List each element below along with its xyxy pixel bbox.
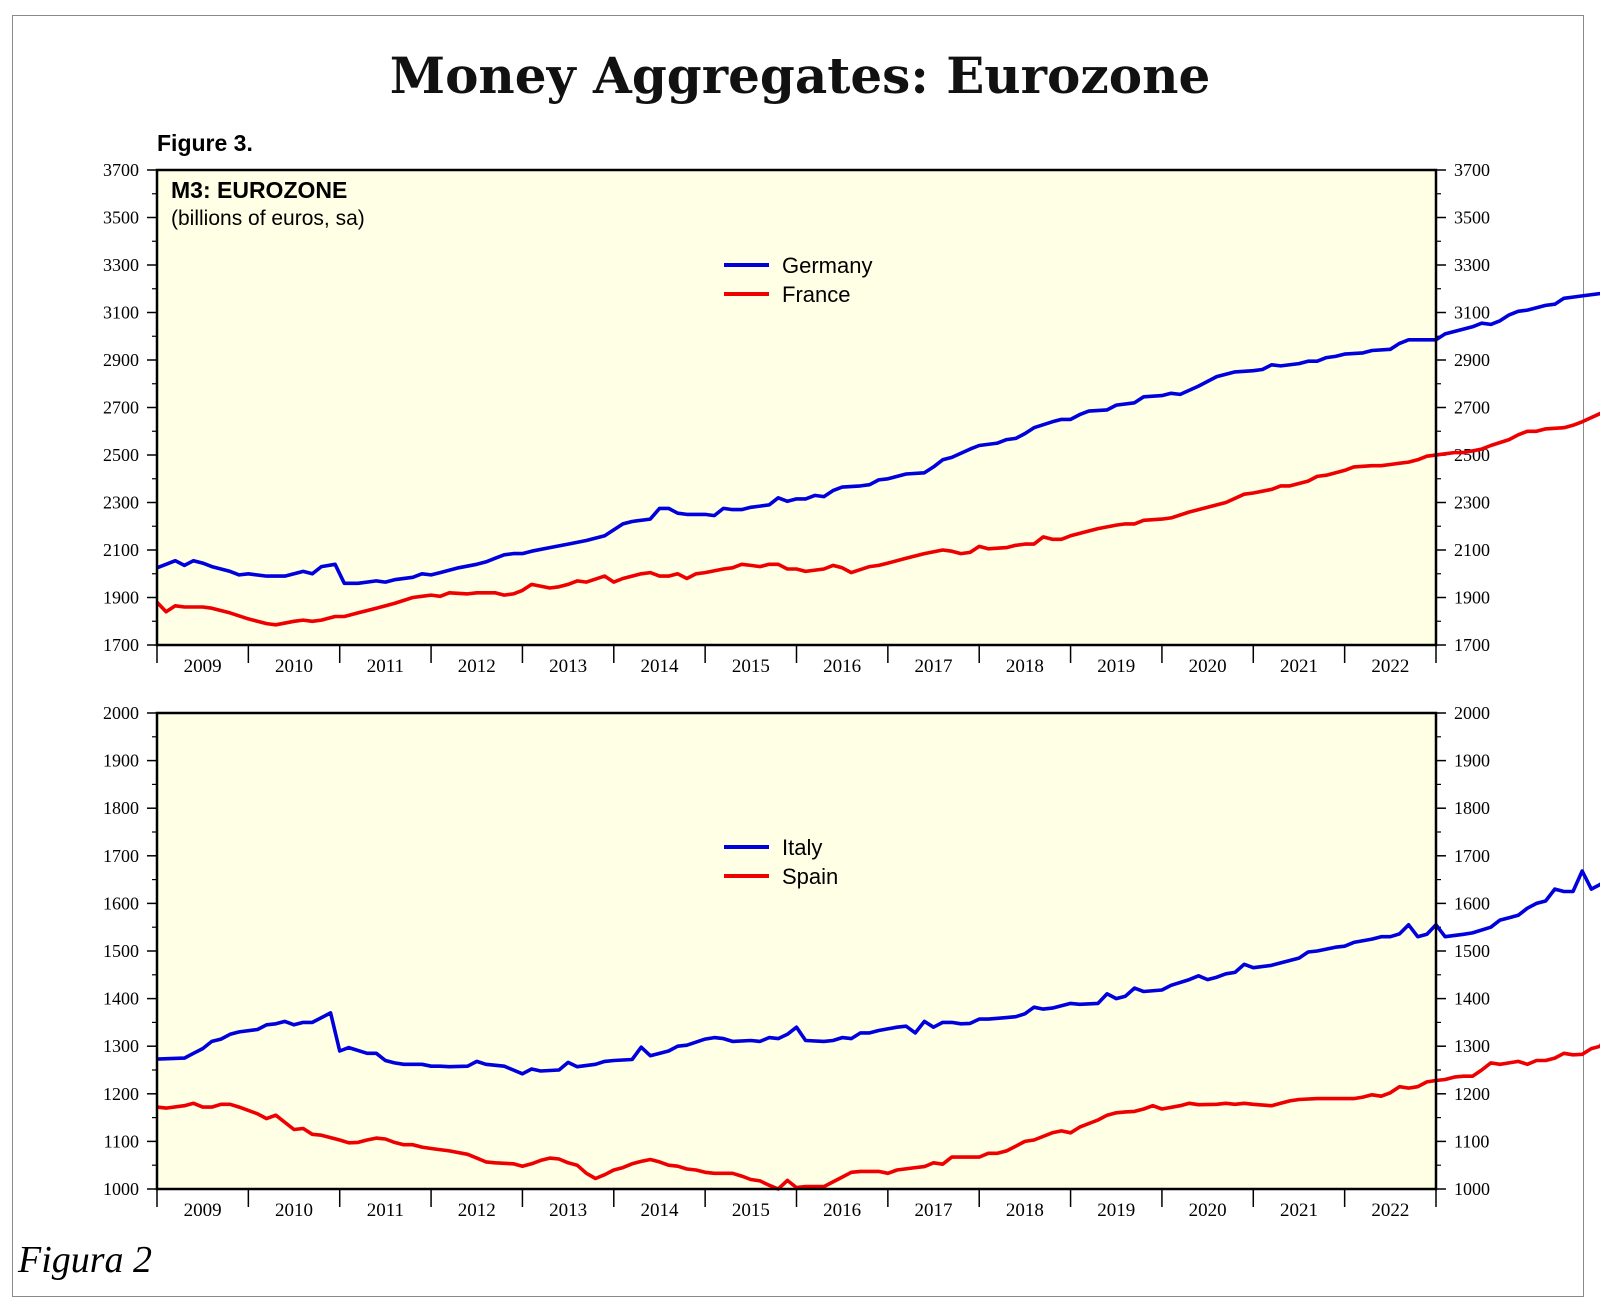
x-tick-label: 2021 [1280,1200,1318,1221]
y-tick-label-left: 1500 [103,941,139,961]
plot-border [155,168,1438,647]
y-tick-label-right: 1600 [1454,893,1490,913]
x-tick-label: 2012 [458,656,496,677]
y-tick-label-right: 2300 [1454,493,1490,513]
x-tick-label: 2016 [823,1200,861,1221]
y-tick-label-right: 1100 [1454,1131,1489,1151]
x-tick-label: 2019 [1097,656,1135,677]
x-tick-label: 2020 [1189,1200,1227,1221]
y-tick-label-left: 1100 [104,1131,139,1151]
x-tick-label: 2009 [184,1200,222,1221]
y-tick-label-right: 1700 [1454,846,1490,866]
y-tick-label-right: 2700 [1454,398,1490,418]
y-tick-label-right: 2100 [1454,540,1490,560]
y-tick-label-left: 3700 [103,160,139,180]
y-tick-label-left: 2700 [103,398,139,418]
y-tick-label-left: 3500 [103,208,139,228]
y-tick-label-right: 1800 [1454,798,1490,818]
y-tick-label-right: 3500 [1454,208,1490,228]
x-tick-label: 2014 [640,656,679,677]
y-tick-label-left: 1800 [103,798,139,818]
y-tick-label-left: 3100 [103,303,139,323]
x-tick-label: 2022 [1371,656,1409,677]
page-title: Money Aggregates: Eurozone [389,46,1211,105]
panel-title: M3: EUROZONE [171,177,347,203]
plot-area [157,170,1436,645]
y-tick-label-left: 3300 [103,255,139,275]
y-tick-label-left: 2100 [103,540,139,560]
x-tick-label: 2019 [1097,1200,1135,1221]
y-tick-label-right: 2000 [1454,703,1490,723]
y-tick-label-right: 1900 [1454,588,1490,608]
y-tick-label-left: 1000 [103,1179,139,1199]
x-tick-label: 2018 [1006,656,1044,677]
y-tick-label-right: 1500 [1454,941,1490,961]
figure-label: Figure 3. [157,130,253,156]
x-tick-label: 2022 [1371,1200,1409,1221]
figure-frame [12,15,1584,1297]
y-tick-label-right: 1700 [1454,635,1490,655]
y-tick-label-right: 1400 [1454,989,1490,1009]
x-tick-label: 2017 [915,1200,953,1221]
legend-label-germany: Germany [782,253,872,278]
series-line-germany [156,291,1600,586]
y-tick-label-right: 2900 [1454,350,1490,370]
x-tick-label: 2016 [823,656,861,677]
y-tick-label-right: 3100 [1454,303,1490,323]
y-tick-label-left: 1700 [103,846,139,866]
x-tick-label: 2010 [275,1200,313,1221]
x-tick-label: 2013 [549,656,587,677]
y-tick-label-left: 2900 [103,350,139,370]
legend-label-spain: Spain [782,864,838,889]
x-tick-label: 2010 [275,656,313,677]
y-tick-label-left: 2000 [103,703,139,723]
y-tick-label-right: 3700 [1454,160,1490,180]
y-tick-label-right: 1000 [1454,1179,1490,1199]
y-tick-label-right: 1300 [1454,1036,1490,1056]
x-tick-label: 2013 [549,1200,587,1221]
panel-subtitle: (billions of euros, sa) [171,207,365,230]
x-tick-label: 2014 [640,1200,679,1221]
x-tick-label: 2017 [915,656,953,677]
figure-caption: Figura 2 [18,1239,153,1281]
x-tick-label: 2021 [1280,656,1318,677]
x-tick-label: 2009 [184,656,222,677]
y-tick-label-left: 1600 [103,893,139,913]
x-tick-label: 2011 [367,656,404,677]
x-tick-label: 2018 [1006,1200,1044,1221]
series-line-france [155,411,1600,627]
y-tick-label-right: 1900 [1454,751,1490,771]
x-tick-label: 2015 [732,656,770,677]
x-tick-label: 2012 [458,1200,496,1221]
y-tick-label-left: 1300 [103,1036,139,1056]
series-line-italy [156,869,1600,1076]
y-tick-label-left: 2300 [103,493,139,513]
y-tick-label-left: 1900 [103,751,139,771]
x-tick-label: 2020 [1189,656,1227,677]
y-tick-label-left: 2500 [103,445,139,465]
plot-border [155,711,1438,1191]
plot-area [157,713,1436,1189]
legend-label-france: France [782,282,850,307]
series-line-spain [156,1042,1600,1191]
y-tick-label-left: 1900 [103,588,139,608]
chart-panel-2: 1000 1000 1100 1100 1200 1200 1300 1300 1400 1400… [103,703,1600,1221]
y-tick-label-right: 1200 [1454,1084,1490,1104]
y-tick-label-left: 1400 [103,989,139,1009]
y-tick-label-left: 1200 [103,1084,139,1104]
legend-label-italy: Italy [782,835,822,860]
x-tick-label: 2015 [732,1200,770,1221]
y-tick-label-left: 1700 [103,635,139,655]
y-tick-label-right: 3300 [1454,255,1490,275]
x-tick-label: 2011 [367,1200,404,1221]
